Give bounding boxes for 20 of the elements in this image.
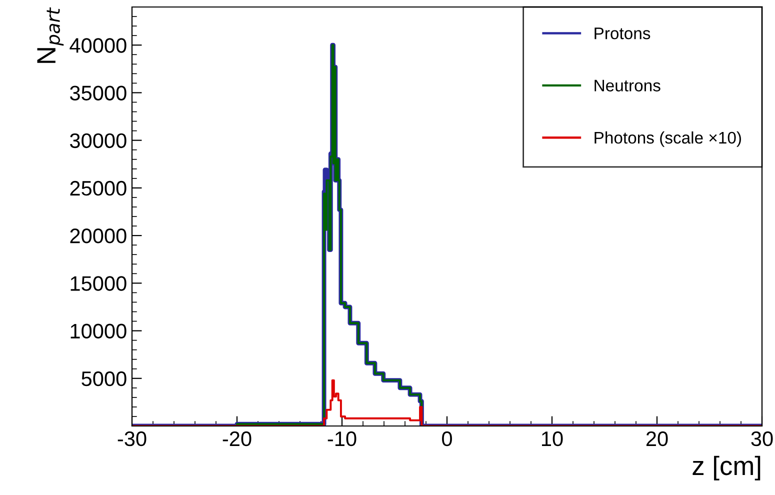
y-tick-label: 5000 bbox=[82, 371, 126, 386]
x-tick-label: -10 bbox=[328, 431, 356, 446]
y-tick-label: 25000 bbox=[70, 180, 126, 196]
x-tick-label: 10 bbox=[542, 431, 563, 446]
x-tick-label: -20 bbox=[222, 431, 252, 446]
y-axis-title: N$_{part}$ bbox=[37, 7, 64, 63]
y-tick-label: 10000 bbox=[70, 324, 126, 339]
x-tick-label: 0 bbox=[442, 431, 452, 446]
y-tick-label: 30000 bbox=[70, 133, 126, 148]
y-tick-label: 40000 bbox=[70, 38, 126, 53]
x-tick-label: 20 bbox=[646, 431, 668, 446]
y-tick-label: 35000 bbox=[70, 86, 126, 100]
legend-label: Protons bbox=[594, 28, 650, 40]
legend-label: Neutrons bbox=[594, 80, 660, 92]
y-tick-label: 15000 bbox=[70, 276, 126, 291]
legend-label: Photons (scale ×10) bbox=[594, 131, 741, 147]
x-tick-label: -30 bbox=[118, 431, 146, 446]
x-tick-label: 30 bbox=[751, 431, 773, 446]
x-axis-title: z [cm] bbox=[692, 456, 760, 480]
y-tick-label: 20000 bbox=[70, 228, 126, 244]
